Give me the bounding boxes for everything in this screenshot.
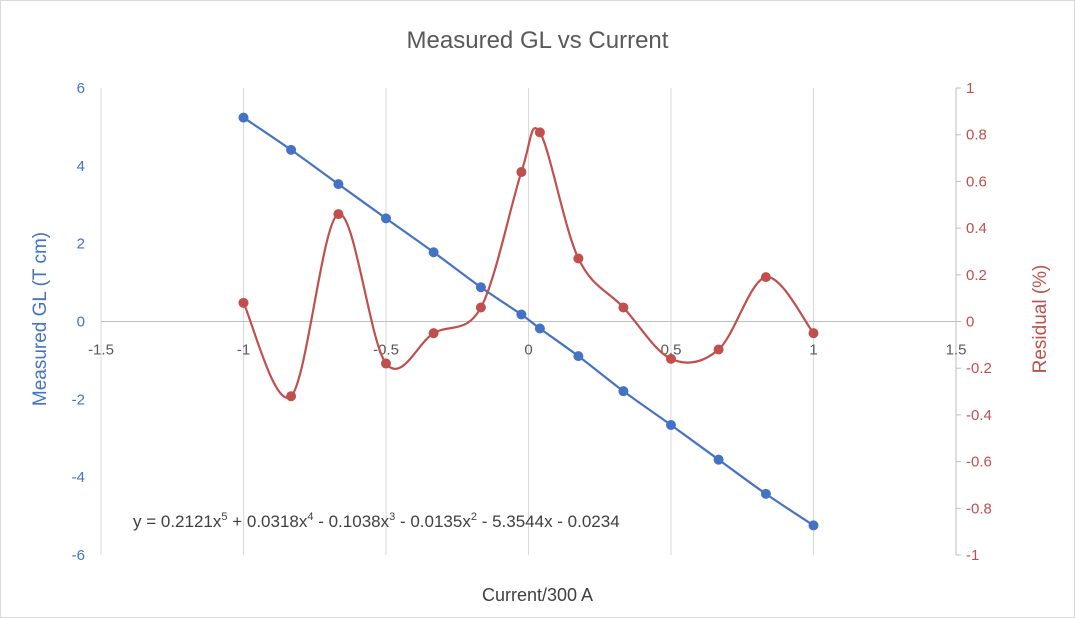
trendline-equation: y = 0.2121x5 + 0.0318x4 - 0.1038x3 - 0.0… [133, 511, 620, 531]
y-right-tick-label: -0.2 [966, 360, 992, 377]
eq-exp5: 5 [221, 511, 227, 523]
residual-point [333, 209, 344, 220]
eq-term3: - 0.1038x [314, 512, 390, 531]
y-right-tick-label: 0.4 [966, 220, 987, 237]
residual-point [666, 353, 676, 364]
residual-point [573, 253, 584, 264]
eq-prefix: y = 0.2121x [133, 512, 222, 531]
residual-point [286, 391, 297, 402]
y-left-tick-label: 6 [77, 80, 85, 97]
y-right-tick-label: -0.6 [966, 454, 992, 471]
x-tick-label: -1.5 [88, 342, 114, 359]
measured-point [666, 420, 676, 431]
residual-point [534, 127, 545, 138]
measured-point [713, 454, 724, 465]
y-left-tick-labels: 6 4 2 0 -2 -4 -6 [72, 80, 85, 564]
y-left-tick-label: -4 [72, 469, 85, 486]
x-tick-labels: -1.5 -1 -0.5 0 0.5 1 1.5 [88, 342, 966, 359]
y-left-tick-label: -2 [72, 391, 85, 408]
chart-title: Measured GL vs Current [406, 27, 669, 54]
measured-point [475, 282, 486, 293]
axes [101, 87, 961, 556]
residual-point [238, 297, 249, 308]
residual-point [618, 302, 629, 313]
x-tick-label: 1.5 [946, 342, 967, 359]
x-tick-label: -0.5 [373, 342, 399, 359]
x-tick-label: -1 [237, 342, 250, 359]
measured-point [573, 351, 584, 362]
measured-point [618, 386, 629, 397]
y-right-tick-labels: 1 0.8 0.6 0.4 0.2 0 -0.2 -0.4 -0.6 -0.8 -1 [966, 80, 992, 564]
series-measured-gl [238, 112, 819, 531]
y-right-tick-label: 0 [966, 314, 974, 331]
measured-point [286, 144, 297, 155]
measured-point [428, 247, 439, 258]
residual-point [475, 302, 486, 313]
x-tick-label: 0 [524, 342, 532, 359]
y-left-tick-label: 2 [77, 236, 85, 253]
residual-point [760, 272, 771, 283]
series-residual [238, 127, 819, 402]
y-right-tick-label: -0.8 [966, 500, 992, 517]
eq-term2: - 0.0135x [395, 512, 471, 531]
measured-point [760, 488, 771, 499]
measured-point [534, 323, 545, 334]
measured-point [381, 213, 391, 224]
measured-point [808, 520, 819, 531]
eq-exp2: 2 [471, 511, 477, 523]
eq-exp3: 3 [389, 511, 395, 523]
y-right-tick-label: -0.4 [966, 407, 992, 424]
y-right-tick-label: 0.8 [966, 127, 987, 144]
y-right-tick-label: 0.2 [966, 267, 987, 284]
y-left-tick-label: -6 [72, 547, 85, 564]
residual-point [516, 167, 527, 178]
measured-point [238, 112, 249, 123]
residual-point [428, 328, 439, 339]
measured-point [333, 179, 344, 190]
y-left-tick-label: 0 [77, 314, 85, 331]
residual-point [381, 358, 391, 369]
y-right-tick-label: 1 [966, 80, 974, 97]
residual-point [713, 344, 724, 355]
eq-term4: + 0.0318x [228, 512, 308, 531]
x-tick-label: 1 [809, 342, 817, 359]
eq-exp4: 4 [307, 511, 313, 523]
x-axis-label: Current/300 A [481, 585, 594, 605]
x-tick-label: 0.5 [661, 342, 682, 359]
y-right-tick-label: 0.6 [966, 173, 987, 190]
residual-point [808, 328, 819, 339]
y-right-tick-label: -1 [966, 547, 979, 564]
eq-rest: - 5.3544x - 0.0234 [477, 512, 620, 531]
measured-point [516, 309, 527, 320]
y-left-tick-label: 4 [77, 158, 85, 175]
